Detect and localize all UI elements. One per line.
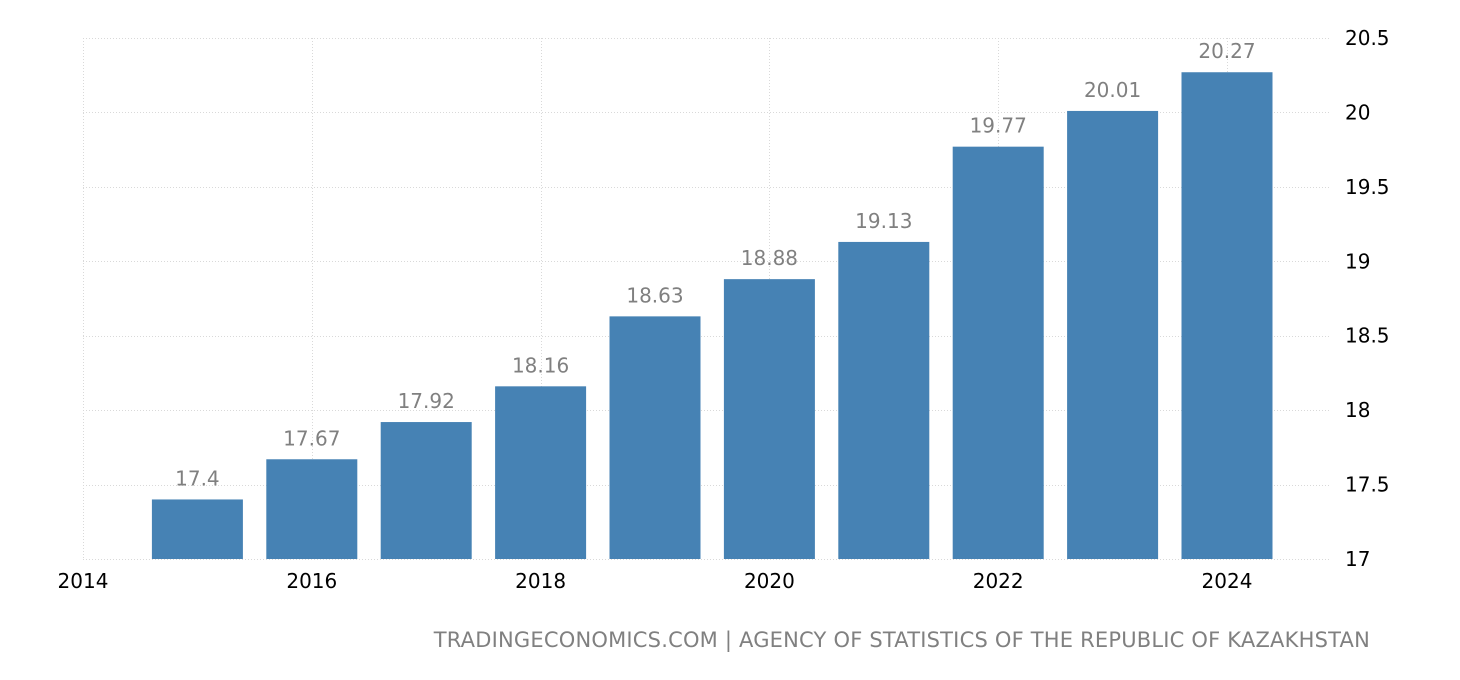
x-tick-label: 2016	[286, 569, 337, 593]
data-label-2016: 17.67	[283, 426, 340, 450]
data-label-2019: 18.63	[626, 283, 683, 307]
bar-2022[interactable]	[952, 146, 1044, 559]
y-tick-label: 18.5	[1345, 324, 1390, 348]
y-tick-label: 17	[1345, 547, 1370, 571]
bars	[151, 72, 1273, 560]
data-label-2015: 17.4	[175, 466, 220, 490]
x-tick-label: 2014	[58, 569, 109, 593]
y-tick-label: 20.5	[1345, 26, 1390, 50]
y-axis: 20.5 20 19.5 19 18.5 18 17.5 17	[1345, 26, 1390, 571]
bar-2021[interactable]	[838, 241, 930, 560]
bar-2016[interactable]	[266, 459, 358, 559]
data-label-2017: 17.92	[398, 389, 455, 413]
data-label-2020: 18.88	[741, 246, 798, 270]
data-labels: 17.4 17.67 17.92 18.16 18.63 18.88 19.13 19.77 2…	[175, 39, 1255, 490]
data-label-2023: 20.01	[1084, 78, 1141, 102]
y-tick-label: 19.5	[1345, 175, 1390, 199]
data-label-2021: 19.13	[855, 209, 912, 233]
source-attribution: TRADINGECONOMICS.COM | AGENCY OF STATIST…	[433, 628, 1370, 652]
x-tick-label: 2018	[515, 569, 566, 593]
x-tick-label: 2024	[1202, 569, 1253, 593]
y-tick-label: 18	[1345, 398, 1370, 422]
y-tick-label: 17.5	[1345, 473, 1390, 497]
x-tick-label: 2020	[744, 569, 795, 593]
bar-2024[interactable]	[1181, 72, 1273, 559]
bar-2017[interactable]	[380, 422, 472, 559]
bar-2020[interactable]	[723, 279, 815, 559]
y-tick-label: 20	[1345, 100, 1370, 124]
data-label-2022: 19.77	[970, 114, 1027, 138]
bar-2015[interactable]	[151, 499, 243, 559]
data-label-2018: 18.16	[512, 353, 569, 377]
bar-2019[interactable]	[609, 316, 701, 559]
bar-2023[interactable]	[1067, 110, 1159, 559]
x-tick-label: 2022	[973, 569, 1024, 593]
x-axis: 2014 2016 2018 2020 2022 2024	[58, 569, 1253, 593]
y-tick-label: 19	[1345, 249, 1370, 273]
data-label-2024: 20.27	[1198, 39, 1255, 63]
bar-2018[interactable]	[495, 386, 587, 559]
